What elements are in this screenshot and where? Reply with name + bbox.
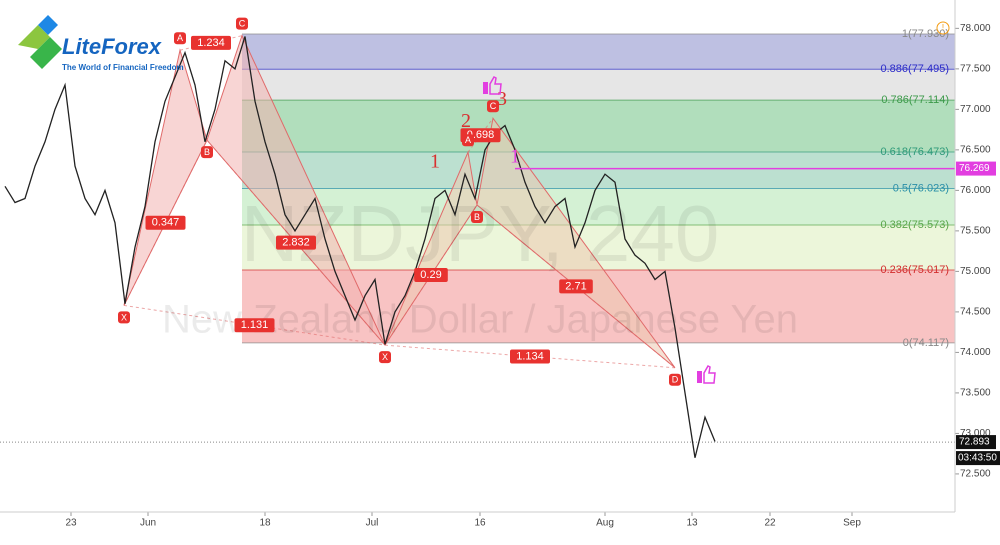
wave-label: 1 (510, 146, 520, 168)
pattern-point-label: X (121, 312, 127, 322)
pattern-ratio-label: 0.347 (152, 217, 180, 229)
fib-band (242, 34, 955, 70)
y-tick-label: 75.500 (960, 226, 991, 237)
pattern-point-label: A (177, 33, 183, 43)
y-tick-label: 72.500 (960, 469, 991, 480)
fib-band (242, 188, 955, 225)
wave-label: 2 (461, 110, 471, 132)
pattern-point-label: B (474, 212, 480, 222)
wave-label: 3 (497, 88, 507, 110)
pattern-point-box (174, 32, 186, 45)
thumb-icon (483, 76, 716, 384)
price-level-label: 76.269 (959, 163, 990, 174)
fib-level-label: 0.786(77.114) (881, 94, 949, 106)
y-tick-label: 74.500 (960, 307, 991, 318)
pattern-ratio-label: 1.131 (241, 319, 269, 331)
fib-level-label: 0.5(76.023) (893, 182, 949, 194)
alert-icon[interactable] (936, 21, 950, 35)
pattern-point-box (201, 146, 213, 159)
pattern-point-label: D (672, 375, 679, 385)
pattern-ratio-label: 2.71 (565, 280, 586, 292)
y-tick-label: 75.000 (960, 266, 991, 277)
fib-level-label: 0.382(75.573) (881, 219, 950, 231)
alert-icon-glyph: ! (942, 23, 944, 32)
logo-mark (18, 25, 50, 49)
pattern-ratio-box (414, 268, 448, 283)
fib-level-label: 0.886(77.495) (881, 63, 950, 75)
background-layer (70, 27, 959, 516)
fib-level-label: 0.618(76.473) (881, 146, 950, 158)
countdown-box (956, 451, 1000, 466)
thumb-icon-part (703, 365, 716, 384)
x-tick-label: Jun (140, 518, 156, 529)
fib-level-label: 0.236(75.017) (881, 264, 950, 276)
y-tick-label: 73.000 (960, 428, 991, 439)
fib-band (242, 69, 955, 101)
pattern-point-label: B (204, 147, 210, 157)
pattern-ratio-label: 0.29 (420, 269, 441, 281)
pattern-point-box (462, 134, 474, 147)
pattern-point-box (236, 17, 248, 30)
x-tick-label: 16 (474, 518, 486, 529)
y-tick-label: 73.500 (960, 388, 991, 399)
pattern-point-box (669, 373, 681, 386)
pattern-point-box (379, 351, 391, 364)
thumb-icon-part (483, 82, 488, 94)
y-tick-label: 76.500 (960, 145, 991, 156)
x-tick-label: 18 (259, 518, 271, 529)
pattern-ratio-box (276, 235, 316, 250)
thumb-icon-part (697, 371, 702, 383)
countdown-label: 03:43:50 (958, 453, 997, 464)
x-tick-label: Sep (843, 518, 861, 529)
pattern-ratio-label: 1.234 (197, 37, 225, 49)
pattern-point-label: A (465, 135, 471, 145)
logo-name: LiteForex (62, 34, 162, 59)
wave-label: 1 (430, 150, 440, 172)
foreground-layer: 72.500 73.000 73.500 74.000 74.500 75.000 75.5… (0, 17, 1000, 529)
price-level-label: 72.893 (959, 437, 990, 448)
x-tick-label: 23 (65, 518, 77, 529)
logo-mark (38, 15, 58, 35)
y-tick-label: 74.000 (960, 347, 991, 358)
pattern-ratio-box (510, 349, 550, 364)
pattern-ratio-box (191, 35, 231, 50)
pattern-ratio-label: 2.832 (282, 237, 310, 249)
fib-band (242, 152, 955, 189)
price-level-box (956, 435, 996, 450)
pattern-ratio-label: 1.134 (516, 350, 544, 362)
pattern-ratio-line (467, 117, 494, 153)
pattern-point-box (118, 311, 130, 324)
x-tick-label: Jul (366, 518, 379, 529)
fib-band (242, 100, 955, 153)
y-tick-label: 77.000 (960, 104, 991, 115)
price-level-box (956, 161, 996, 176)
pattern-triangle (123, 48, 208, 306)
pattern-point-box (471, 210, 483, 223)
x-tick-label: Aug (596, 518, 614, 529)
pattern-ratio-box (145, 215, 186, 230)
logo: LiteForex The World of Financial Freedom (18, 15, 184, 72)
thumb-icon-part (489, 76, 502, 95)
pattern-point-label: X (382, 352, 388, 362)
x-tick-label: 13 (686, 518, 698, 529)
watermark-title: NZDJPY, 240 (241, 189, 720, 278)
pattern-ratio-box (559, 279, 593, 294)
pattern-ratio-line (384, 204, 478, 346)
y-tick-label: 78.000 (960, 23, 991, 34)
pattern-ratio-box (234, 318, 275, 333)
y-tick-label: 77.500 (960, 64, 991, 75)
pattern-point-box (487, 100, 499, 113)
x-tick-label: 22 (764, 518, 776, 529)
price-line (4, 36, 716, 458)
fib-level-label: 0(74.117) (903, 337, 949, 349)
logo-mark (30, 37, 62, 69)
pattern-point-label: C (239, 19, 246, 29)
y-tick-label: 76.000 (960, 185, 991, 196)
logo-tagline: The World of Financial Freedom (62, 63, 184, 72)
pattern-point-label: C (490, 101, 497, 111)
